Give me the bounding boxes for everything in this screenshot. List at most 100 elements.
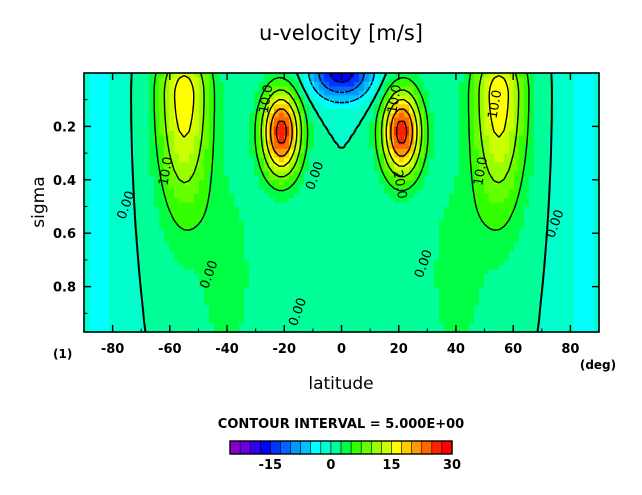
contour-cell (159, 193, 165, 199)
contour-cell (559, 247, 565, 253)
contour-cell (464, 180, 470, 186)
contour-cell (159, 135, 165, 141)
contour-cell (119, 198, 125, 204)
contour-cell (204, 139, 210, 146)
contour-cell (534, 198, 540, 204)
contour-cell (184, 265, 190, 271)
contour-cell (369, 220, 375, 226)
contour-cell (194, 175, 200, 181)
contour-cell (124, 90, 130, 96)
contour-cell (304, 211, 310, 217)
contour-cell (364, 247, 370, 253)
contour-cell (359, 238, 365, 244)
contour-cell (564, 247, 570, 253)
contour-cell (524, 211, 530, 217)
contour-cell (339, 265, 345, 271)
contour-cell (429, 256, 435, 262)
contour-cell (564, 238, 570, 244)
contour-cell (564, 157, 570, 163)
contour-cell (244, 113, 250, 119)
contour-cell (264, 95, 270, 101)
contour-cell (409, 148, 415, 154)
contour-cell (124, 193, 130, 199)
contour-cell (154, 122, 160, 128)
contour-cell (89, 229, 95, 235)
contour-cell (529, 171, 535, 177)
contour-cell (569, 211, 575, 217)
contour-cell (559, 215, 565, 221)
contour-cell (554, 122, 560, 128)
contour-cell (374, 104, 380, 110)
contour-cell (154, 211, 160, 217)
contour-cell (399, 122, 405, 128)
contour-cell (529, 180, 535, 186)
contour-cell (474, 278, 480, 284)
contour-cell (199, 99, 205, 105)
contour-cell (304, 265, 310, 271)
contour-cell (459, 233, 465, 239)
contour-cell (569, 247, 575, 253)
contour-cell (384, 99, 390, 105)
contour-cell (284, 251, 290, 257)
contour-cell (429, 269, 435, 275)
contour-cell (284, 108, 290, 114)
contour-cell (144, 202, 150, 208)
contour-cell (514, 220, 520, 226)
contour-cell (369, 131, 375, 137)
contour-cell (209, 229, 215, 235)
contour-cell (169, 198, 175, 204)
contour-cell (289, 220, 295, 226)
contour-cell (534, 162, 540, 168)
contour-cell (139, 278, 145, 284)
contour-cell (529, 86, 535, 92)
contour-cell (169, 153, 175, 159)
contour-cell (449, 224, 455, 230)
contour-cell (579, 77, 585, 83)
contour-cell (209, 90, 215, 96)
contour-cell (124, 206, 130, 213)
contour-cell (434, 122, 440, 128)
contour-cell (389, 77, 395, 83)
contour-cell (134, 198, 140, 204)
contour-cell (209, 260, 215, 266)
contour-cell (404, 242, 410, 248)
contour-cell (169, 108, 175, 114)
contour-cell (579, 211, 585, 217)
contour-cell (184, 282, 190, 288)
contour-cell (364, 157, 370, 163)
contour-cell (184, 273, 190, 280)
contour-cell (144, 126, 150, 132)
contour-cell (439, 122, 445, 128)
contour-cell (264, 247, 270, 253)
contour-cell (364, 215, 370, 221)
contour-cell (409, 86, 415, 92)
contour-cell (144, 220, 150, 226)
contour-cell (209, 233, 215, 239)
contour-cell (134, 135, 140, 141)
contour-cell (424, 166, 430, 172)
contour-cell (249, 104, 255, 110)
contour-cell (394, 215, 400, 221)
contour-cell (249, 251, 255, 257)
contour-cell (239, 180, 245, 186)
contour-cell (169, 126, 175, 132)
contour-cell (319, 122, 325, 128)
contour-cell (404, 166, 410, 172)
contour-cell (304, 175, 310, 181)
contour-cell (489, 104, 495, 110)
contour-cell (474, 166, 480, 172)
contour-cell (444, 108, 450, 114)
contour-cell (519, 184, 525, 190)
contour-cell (364, 175, 370, 181)
contour-cell (269, 180, 275, 186)
contour-cell (274, 229, 280, 235)
contour-cell (289, 265, 295, 271)
contour-cell (239, 220, 245, 226)
contour-cell (219, 260, 225, 266)
contour-cell (89, 206, 95, 213)
contour-cell (394, 122, 400, 128)
contour-cell (264, 256, 270, 262)
contour-cell (524, 238, 530, 244)
contour-cell (564, 220, 570, 226)
contour-cell (149, 95, 155, 101)
